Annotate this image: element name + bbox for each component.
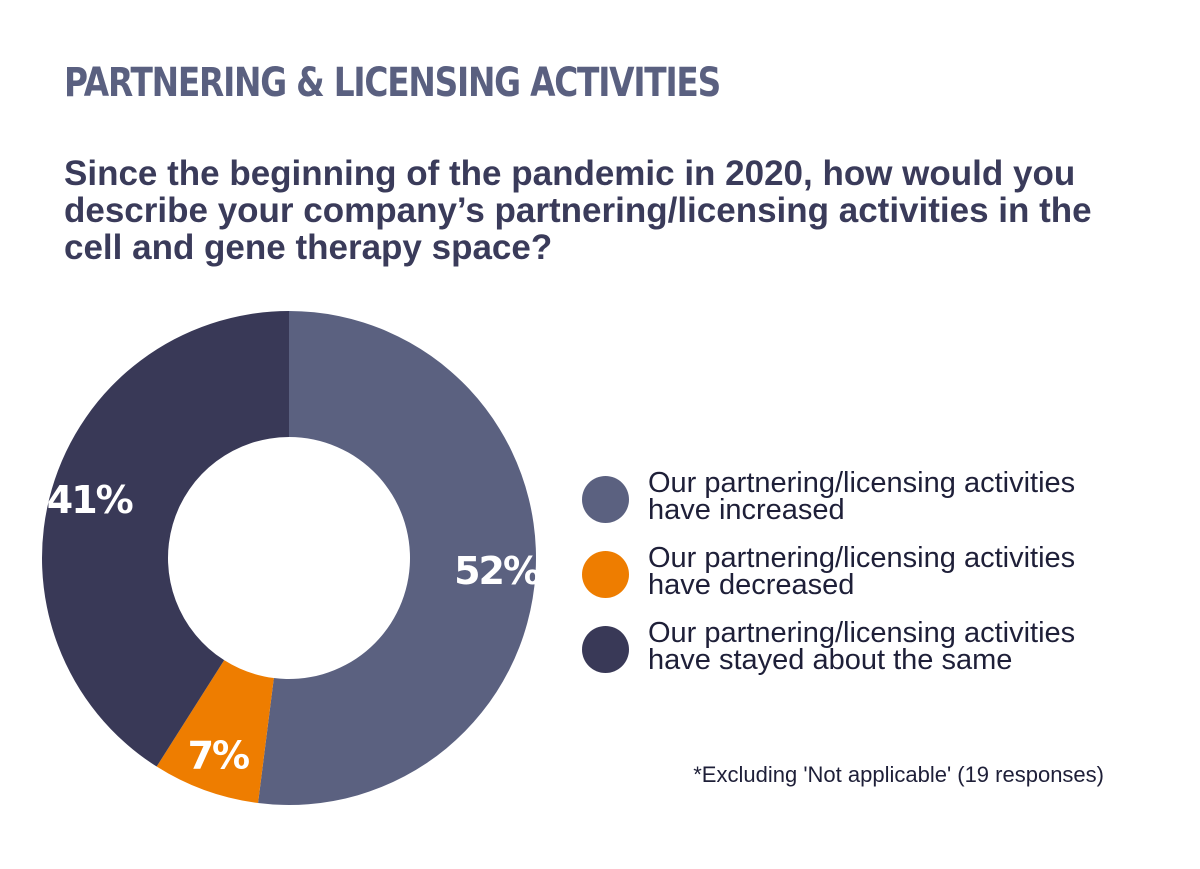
legend-swatch-increased: [582, 476, 629, 523]
slice-same: [41, 311, 290, 767]
chart-title: PARTNERING & LICENSING ACTIVITIES: [64, 60, 721, 106]
slice-increased: [258, 311, 536, 805]
legend-label-increased: Our partnering/licensing activities have…: [648, 467, 1076, 526]
slice-label-same: 41%: [47, 478, 133, 522]
legend-swatch-decreased: [582, 551, 629, 598]
slice-decreased: [156, 660, 274, 804]
donut-chart: 52% 7% 41%: [41, 311, 540, 805]
legend-label-decreased: Our partnering/licensing activities have…: [648, 542, 1076, 601]
footnote: *Excluding 'Not applicable' (19 response…: [693, 762, 1104, 787]
legend-swatch-same: [582, 626, 629, 673]
slice-label-increased: 52%: [454, 549, 540, 593]
survey-question: Since the beginning of the pandemic in 2…: [64, 154, 1092, 267]
slice-label-decreased: 7%: [188, 734, 249, 778]
legend-label-same: Our partnering/licensing activities have…: [648, 617, 1076, 676]
